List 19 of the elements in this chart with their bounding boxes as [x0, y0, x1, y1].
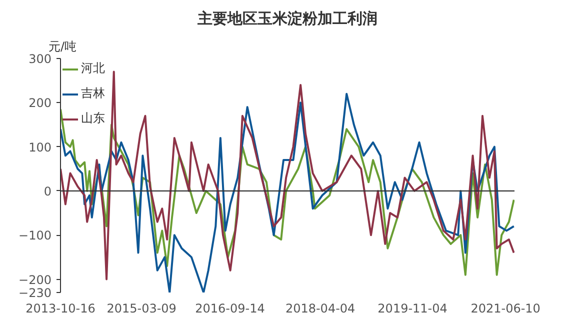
legend-label: 山东 [81, 110, 105, 127]
y-tick-label: 300 [28, 52, 52, 66]
chart-title: 主要地区玉米淀粉加工利润 [196, 10, 378, 28]
x-tick-label: 2013-10-16 [26, 302, 96, 316]
y-tick-label: −200 [18, 272, 52, 287]
x-tick-label: 2016-09-14 [195, 302, 265, 316]
legend-label: 河北 [81, 60, 105, 77]
y-tick-label: −100 [18, 228, 52, 243]
x-tick-label: 2019-11-04 [378, 302, 448, 316]
y-tick-label: 100 [28, 140, 52, 154]
y-axis-title: 元/吨 [48, 40, 77, 54]
line-series [60, 108, 514, 276]
y-tick-label: −230 [18, 286, 52, 300]
x-tick-label: 2021-06-10 [470, 302, 540, 316]
x-tick-label: 2018-04-04 [285, 302, 356, 316]
x-tick-label: 2015-03-09 [106, 302, 176, 316]
legend-label: 吉林 [81, 85, 105, 102]
y-tick-label: 0 [44, 184, 52, 198]
y-tick-label: 200 [28, 96, 52, 110]
